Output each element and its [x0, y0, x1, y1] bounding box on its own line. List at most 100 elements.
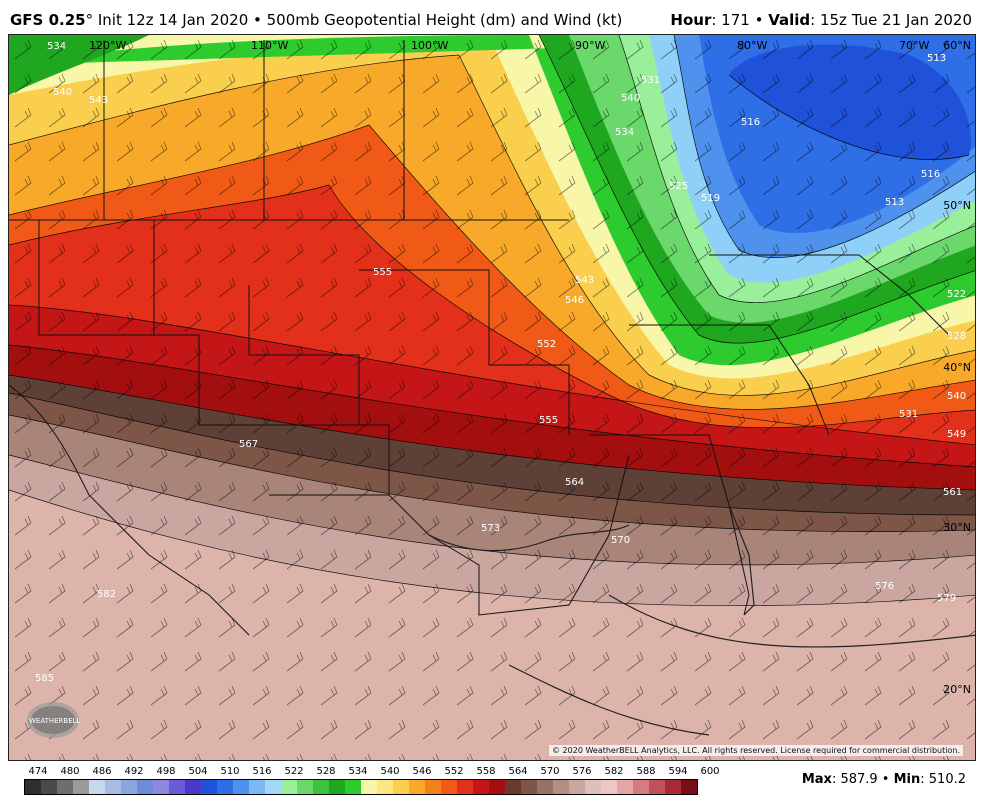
coastlines — [428, 504, 975, 736]
contour-label: 546 — [565, 295, 584, 306]
color-scale-swatch — [89, 780, 105, 794]
color-scale-swatch — [249, 780, 265, 794]
forecast-time: Hour: 171 • Valid: 15z Tue 21 Jan 2020 — [670, 11, 972, 29]
contour-value-labels: 534 540 543 555 552 546 543 540 531 534 … — [35, 41, 966, 684]
color-scale-swatch — [649, 780, 665, 794]
contour-label: 585 — [35, 673, 54, 684]
min-value: : 510.2 — [920, 772, 966, 787]
contour-label: 573 — [481, 523, 500, 534]
color-scale-swatch — [313, 780, 329, 794]
color-scale-swatch — [345, 780, 361, 794]
min-label: Min — [893, 772, 921, 787]
svg-text:WEATHERBELL: WEATHERBELL — [29, 717, 81, 725]
contour-label: 534 — [47, 41, 66, 52]
degree-symbol: ° — [85, 11, 94, 29]
color-scale-label: 492 — [124, 766, 144, 777]
color-scale-swatch — [105, 780, 121, 794]
color-scale-swatch — [569, 780, 585, 794]
legend-footer: 474 480 486 492 498 504 510 516 522 528 534 540 546 5… — [0, 761, 984, 808]
lat-label-50n: 50°N — [943, 199, 971, 212]
color-scale-swatch — [377, 780, 393, 794]
contour-label: 513 — [885, 197, 904, 208]
lon-label-80w: 80°W — [737, 39, 767, 52]
weatherbell-logo: WEATHERBELL — [27, 702, 81, 738]
color-scale-swatch — [137, 780, 153, 794]
contour-label: 543 — [575, 275, 594, 286]
color-scale-label: 564 — [508, 766, 528, 777]
contour-label: 540 — [53, 87, 72, 98]
contour-label: 516 — [921, 169, 940, 180]
color-scale-label: 552 — [444, 766, 464, 777]
contour-label: 564 — [565, 477, 584, 488]
color-scale-swatch — [217, 780, 233, 794]
color-scale-swatch — [537, 780, 553, 794]
longitude-labels: 120°W 110°W 100°W 90°W 80°W 70°W — [89, 39, 929, 52]
color-scale-label: 540 — [380, 766, 400, 777]
color-scale-swatch — [633, 780, 649, 794]
color-scale-label: 480 — [60, 766, 80, 777]
color-scale-label: 534 — [348, 766, 368, 777]
contour-label: 570 — [611, 535, 630, 546]
contour-label: 522 — [947, 289, 966, 300]
color-scale-swatch — [57, 780, 73, 794]
color-scale-label: 594 — [668, 766, 688, 777]
lon-label-100w: 100°W — [411, 39, 448, 52]
color-scale-label: 558 — [476, 766, 496, 777]
lat-label-40n: 40°N — [943, 361, 971, 374]
model-title: GFS 0.25° Init 12z 14 Jan 2020 • 500mb G… — [10, 11, 622, 29]
color-scale-swatch — [233, 780, 249, 794]
contour-label: 582 — [97, 589, 116, 600]
color-scale-label: 474 — [28, 766, 48, 777]
contour-label: 555 — [373, 267, 392, 278]
lon-label-120w: 120°W — [89, 39, 126, 52]
color-scale-label: 582 — [604, 766, 624, 777]
contour-label: 567 — [239, 439, 258, 450]
color-scale-label: 570 — [540, 766, 560, 777]
hour-value: : 171 • — [711, 11, 769, 29]
color-scale-swatch — [489, 780, 505, 794]
color-scale-swatch — [201, 780, 217, 794]
map-svg: 120°W 110°W 100°W 90°W 80°W 70°W 60°N 50… — [9, 35, 975, 760]
color-scale-label: 546 — [412, 766, 432, 777]
color-scale-label: 510 — [220, 766, 240, 777]
contour-label: 534 — [615, 127, 634, 138]
color-scale-swatch — [73, 780, 89, 794]
contour-label: 543 — [89, 95, 108, 106]
valid-label: Valid — [768, 11, 811, 29]
color-scale-swatch — [281, 780, 297, 794]
lon-label-70w: 70°W — [899, 39, 929, 52]
contour-label: 525 — [669, 181, 688, 192]
color-scale-swatch — [457, 780, 473, 794]
max-label: Max — [801, 772, 832, 787]
color-scale-swatch — [41, 780, 57, 794]
color-scale-label: 504 — [188, 766, 208, 777]
color-scale-swatch — [185, 780, 201, 794]
color-scale-swatch — [441, 780, 457, 794]
color-scale-swatch — [265, 780, 281, 794]
color-scale-swatch — [169, 780, 185, 794]
lon-label-110w: 110°W — [251, 39, 288, 52]
color-scale-swatch — [601, 780, 617, 794]
color-scale-swatch — [425, 780, 441, 794]
color-scale-label: 486 — [92, 766, 112, 777]
contour-label: 519 — [701, 193, 720, 204]
color-scale-label: 528 — [316, 766, 336, 777]
contour-label: 516 — [741, 117, 760, 128]
max-value: : 587.9 • — [831, 772, 894, 787]
color-scale-swatch — [553, 780, 569, 794]
wind-barbs — [9, 35, 975, 760]
contour-label: 561 — [943, 487, 962, 498]
color-scale-swatch — [121, 780, 137, 794]
color-scale-swatch — [505, 780, 521, 794]
copyright-notice: © 2020 WeatherBELL Analytics, LLC. All r… — [549, 745, 963, 756]
lat-label-20n: 20°N — [943, 683, 971, 696]
init-description: Init 12z 14 Jan 2020 • 500mb Geopotentia… — [93, 11, 623, 29]
color-scale-swatch — [153, 780, 169, 794]
color-scale-label: 498 — [156, 766, 176, 777]
latitude-labels: 60°N 50°N 40°N 30°N 20°N — [943, 39, 971, 696]
color-scale-swatch — [585, 780, 601, 794]
color-scale-label: 576 — [572, 766, 592, 777]
weather-map: 120°W 110°W 100°W 90°W 80°W 70°W 60°N 50… — [8, 34, 976, 761]
contour-label: 579 — [937, 593, 956, 604]
lat-label-30n: 30°N — [943, 521, 971, 534]
